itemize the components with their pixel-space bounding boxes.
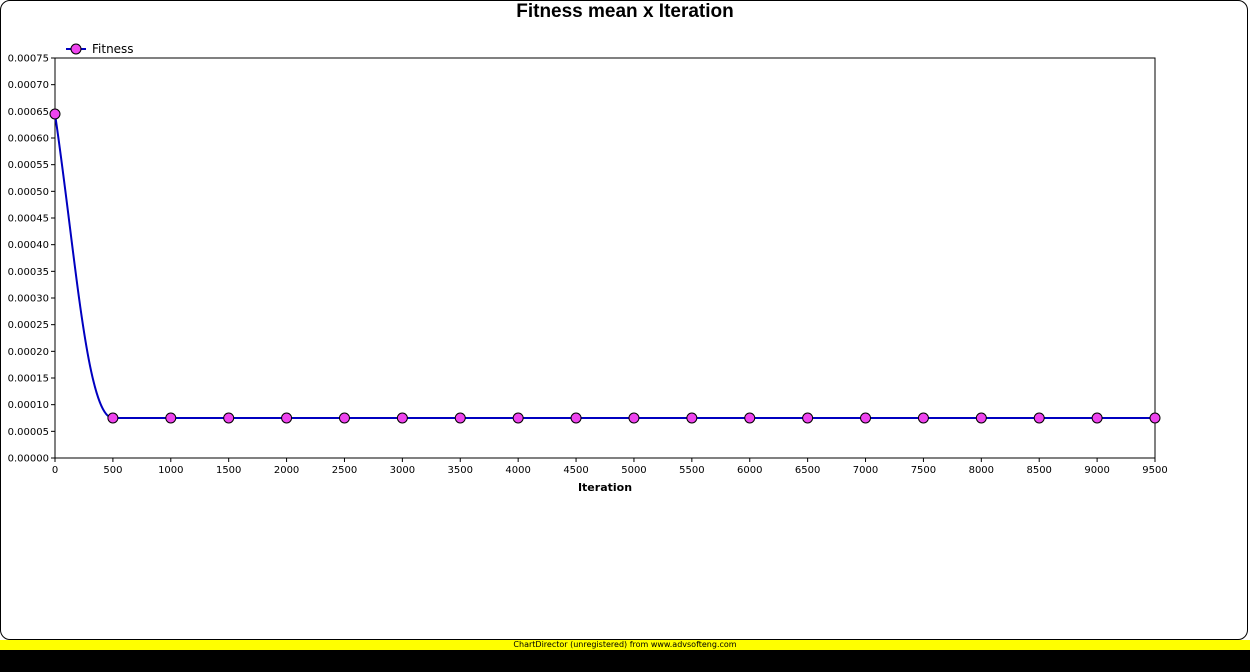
x-tick-label: 8000: [969, 465, 994, 476]
y-tick-label: 0.00030: [8, 294, 49, 305]
x-axis-title: Iteration: [578, 481, 632, 494]
y-axis: 0.00000 0.00005 0.00010 0.00015 0.00020 0.000…: [8, 54, 55, 465]
plot-border: [54, 57, 1156, 459]
y-tick-label: 0.00040: [8, 240, 49, 251]
x-tick-label: 5500: [679, 465, 704, 476]
data-point: [917, 412, 929, 424]
y-tick-label: 0.00020: [8, 347, 49, 358]
y-tick-label: 0.00035: [8, 267, 49, 278]
x-tick-label: 9000: [1084, 465, 1109, 476]
x-tick-label: 2500: [332, 465, 357, 476]
data-point: [338, 412, 350, 424]
series-fitness: [49, 108, 1161, 424]
y-tick-label: 0.00065: [8, 107, 49, 118]
data-point: [860, 412, 872, 424]
y-tick-label: 0.00015: [8, 374, 49, 385]
data-point: [570, 412, 582, 424]
x-tick-label: 0: [52, 465, 58, 476]
data-point: [454, 412, 466, 424]
data-point: [165, 412, 177, 424]
x-tick-label: 4000: [505, 465, 530, 476]
line-chart: 0.00000 0.00005 0.00010 0.00015 0.00020 0.000…: [8, 42, 1168, 494]
x-tick-label: 7500: [911, 465, 936, 476]
y-tick-label: 0.00070: [8, 80, 49, 91]
x-tick-label: 3000: [390, 465, 415, 476]
y-tick-label: 0.00045: [8, 214, 49, 225]
y-tick-label: 0.00050: [8, 187, 49, 198]
x-tick-label: 500: [103, 465, 122, 476]
data-point: [107, 412, 119, 424]
x-tick-label: 1000: [158, 465, 183, 476]
legend-marker: [70, 43, 82, 55]
x-tick-label: 8500: [1026, 465, 1051, 476]
data-point: [512, 412, 524, 424]
data-point: [1033, 412, 1045, 424]
y-tick-label: 0.00075: [8, 54, 49, 65]
y-tick-label: 0.00060: [8, 134, 49, 145]
y-tick-label: 0.00025: [8, 320, 49, 331]
legend: Fitness: [66, 42, 134, 56]
x-tick-label: 7000: [853, 465, 878, 476]
y-tick-label: 0.00005: [8, 427, 49, 438]
data-point: [223, 412, 235, 424]
data-point: [49, 108, 61, 120]
x-tick-label: 9500: [1142, 465, 1167, 476]
x-tick-label: 4500: [563, 465, 588, 476]
y-tick-label: 0.00055: [8, 160, 49, 171]
x-tick-label: 5000: [621, 465, 646, 476]
x-tick-label: 1500: [216, 465, 241, 476]
x-tick-label: 6000: [737, 465, 762, 476]
data-point: [744, 412, 756, 424]
data-point: [802, 412, 814, 424]
data-point: [1091, 412, 1103, 424]
data-point: [1149, 412, 1161, 424]
x-tick-label: 2000: [274, 465, 299, 476]
data-point: [396, 412, 408, 424]
y-tick-label: 0.00010: [8, 400, 49, 411]
legend-label-fitness: Fitness: [92, 42, 134, 56]
watermark-banner: ChartDirector (unregistered) from www.ad…: [0, 640, 1250, 650]
x-axis: 0 500 1000 1500 2000 2500 3000 3500 4000 4500 5000…: [52, 458, 1168, 476]
chart-title: Fitness mean x Iteration: [516, 1, 734, 22]
data-point: [975, 412, 987, 424]
y-tick-label: 0.00000: [8, 454, 49, 465]
plot-area: [54, 57, 1156, 459]
data-point: [281, 412, 293, 424]
x-tick-label: 3500: [448, 465, 473, 476]
footer-bar: [0, 650, 1250, 672]
data-point: [628, 412, 640, 424]
data-point: [686, 412, 698, 424]
x-tick-label: 6500: [795, 465, 820, 476]
